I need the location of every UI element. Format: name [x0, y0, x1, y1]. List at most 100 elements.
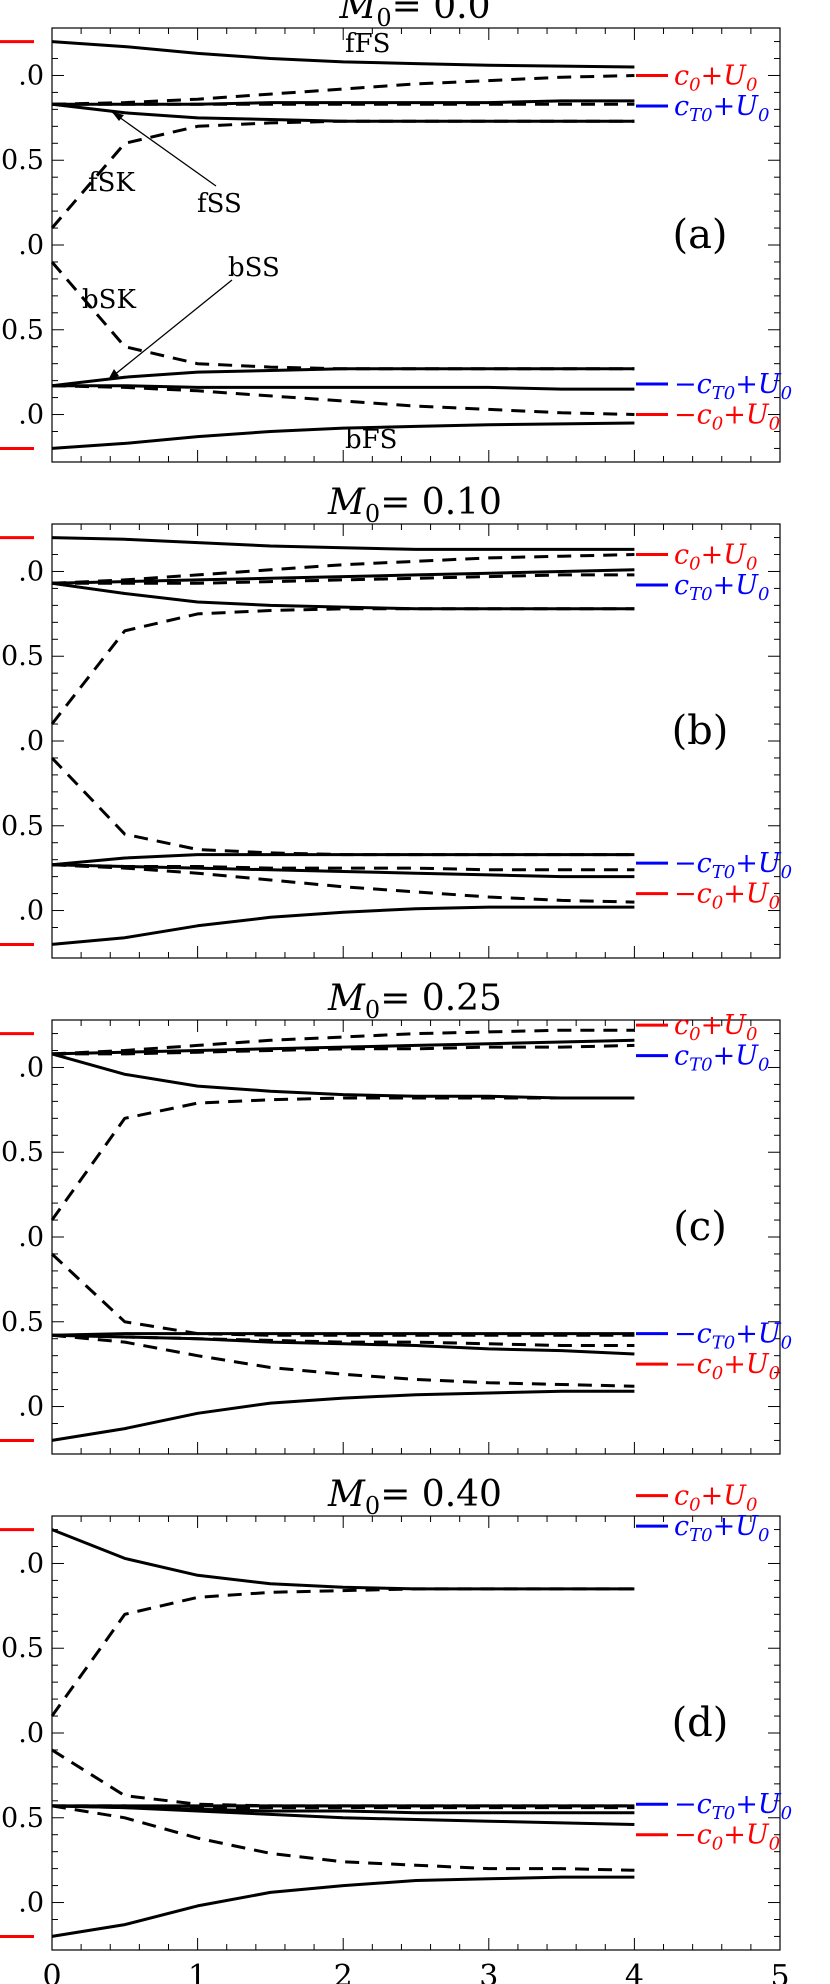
- y-tick-label: .0: [18, 1222, 44, 1253]
- y-tick-label: 0.5: [1, 641, 44, 672]
- y-tick-label: .0: [18, 1548, 44, 1579]
- series-line: [51, 553, 635, 585]
- series-line-fFS: [51, 40, 635, 69]
- asymptote-label: −cT0+U0: [674, 369, 792, 404]
- x-tick-label: 1: [188, 1959, 207, 1984]
- asymptote-label: −c0+U0: [674, 1349, 780, 1384]
- series-line: [50, 607, 635, 725]
- series-line: [51, 1804, 635, 1872]
- curve-label-bFS: bFS: [345, 425, 398, 455]
- y-tick-label: 0.5: [1, 1633, 44, 1664]
- panel-title: M0= 0.10: [327, 482, 502, 528]
- series-line: [52, 99, 635, 106]
- series-line: [51, 863, 635, 879]
- series-line: [50, 1587, 635, 1717]
- series-line: [51, 1804, 635, 1826]
- asymptote-label: −c0+U0: [674, 400, 780, 435]
- series-line-fSK: [50, 119, 635, 229]
- y-tick-label: 0.5: [1, 315, 44, 346]
- curve-label-bSK: bSK: [82, 285, 136, 315]
- y-tick-label: 0.5: [1, 1307, 44, 1338]
- series-line: [52, 573, 635, 585]
- asymptote-label: cT0+U0: [674, 570, 769, 605]
- series-line-bFS: [51, 421, 635, 450]
- asymptote-label: cT0+U0: [674, 1511, 769, 1546]
- series-line: [50, 1252, 635, 1337]
- series-line: [51, 853, 635, 867]
- series-line: [51, 1748, 635, 1808]
- curve-label-fSK: fSK: [88, 168, 135, 198]
- series-line: [51, 74, 635, 106]
- asymptote-label: −c0+U0: [674, 1820, 780, 1855]
- leader-fSS: [111, 111, 217, 187]
- x-tick-label: 0: [42, 1959, 61, 1984]
- series-line: [52, 1804, 635, 1810]
- panel-tag: (c): [673, 1204, 727, 1250]
- panel-tag: (d): [672, 1700, 729, 1746]
- series-line: [52, 1043, 635, 1056]
- y-tick-label: 0.5: [1, 145, 44, 176]
- series-line: [51, 905, 635, 946]
- series-line: [51, 568, 635, 585]
- asymptote-label: −cT0+U0: [674, 1789, 792, 1824]
- series-line: [51, 1875, 635, 1938]
- asymptote-label: −cT0+U0: [674, 1319, 792, 1354]
- y-tick-label: .0: [18, 60, 44, 91]
- series-line: [51, 1528, 635, 1591]
- y-tick-label: .0: [18, 726, 44, 757]
- y-tick-label: .0: [18, 1718, 44, 1749]
- series-line: [51, 1028, 635, 1056]
- asymptote-label: −cT0+U0: [674, 848, 792, 883]
- series-line: [51, 1052, 635, 1100]
- series-line: [51, 1332, 635, 1337]
- series-line: [51, 536, 635, 551]
- plot-frame: [51, 1019, 781, 1455]
- series-line-fSS: [51, 102, 635, 123]
- series-line: [51, 384, 635, 416]
- asymptote-label: c0+U0: [674, 1010, 757, 1045]
- asymptote-label: cT0+U0: [674, 91, 769, 126]
- series-line-bSS: [51, 367, 635, 388]
- series-line: [50, 1096, 635, 1221]
- panel-title: M0= 0.25: [327, 978, 502, 1024]
- curve-label-fSS: fSS: [197, 189, 242, 219]
- asymptote-label: c0+U0: [674, 540, 757, 575]
- y-tick-label: 0.5: [1, 811, 44, 842]
- series-line: [50, 756, 635, 857]
- x-tick-label: 5: [770, 1959, 789, 1984]
- y-tick-label: .0: [18, 1888, 44, 1919]
- panel-tag: (a): [672, 212, 727, 258]
- series-line: [51, 863, 635, 904]
- x-tick-label: 4: [625, 1959, 644, 1984]
- y-tick-label: .0: [18, 896, 44, 927]
- panel-title: M0= 0.0: [338, 0, 490, 32]
- y-tick-label: .0: [18, 1392, 44, 1423]
- y-tick-label: 0.5: [1, 1137, 44, 1168]
- asymptote-label: cT0+U0: [674, 1041, 769, 1076]
- x-tick-label: 2: [334, 1959, 353, 1984]
- series-line: [51, 1038, 635, 1056]
- curve-label-fFS: fFS: [345, 29, 390, 59]
- y-tick-label: .0: [18, 400, 44, 431]
- y-tick-label: .0: [18, 556, 44, 587]
- y-tick-label: 0.5: [1, 1803, 44, 1834]
- leader-bSS: [107, 279, 233, 381]
- curve-label-bSS: bSS: [228, 253, 280, 283]
- series-line-bSK: [50, 261, 635, 371]
- leader-fSS-arrowhead: [112, 112, 124, 121]
- x-tick-label: 3: [479, 1959, 498, 1984]
- y-tick-label: .0: [18, 1052, 44, 1083]
- series-line: [51, 1389, 635, 1442]
- y-tick-label: .0: [18, 230, 44, 261]
- asymptote-label: −c0+U0: [674, 879, 780, 914]
- plot-frame: [51, 27, 781, 463]
- asymptote-label: c0+U0: [674, 1481, 757, 1516]
- series-line: [51, 1333, 635, 1356]
- asymptote-label: c0+U0: [674, 60, 757, 95]
- panel-tag: (b): [672, 708, 729, 754]
